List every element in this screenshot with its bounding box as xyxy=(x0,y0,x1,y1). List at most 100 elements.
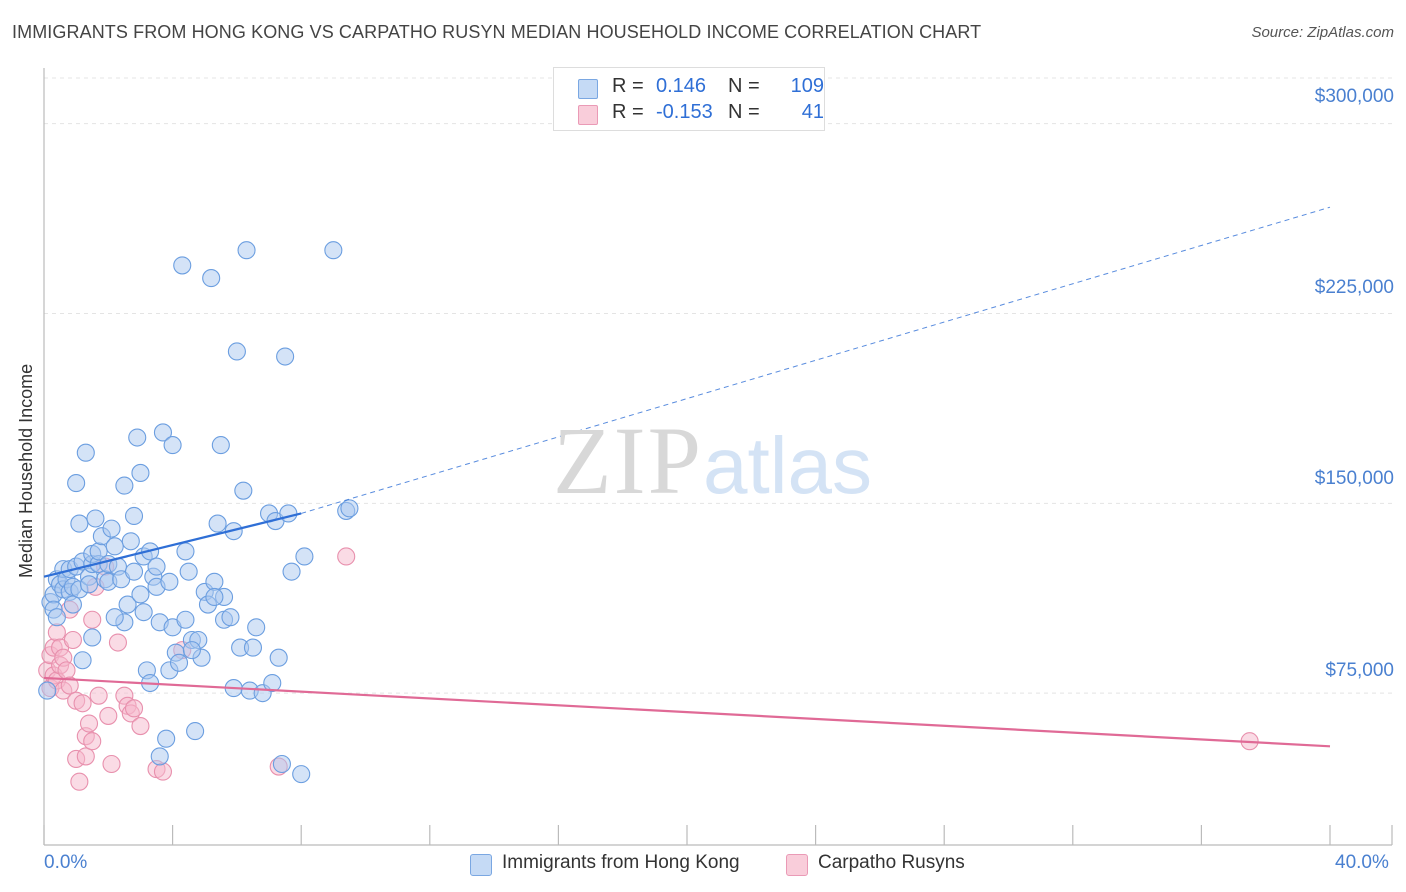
data-point-hong-kong xyxy=(147,557,166,576)
data-point-hong-kong xyxy=(263,673,282,693)
gridlines xyxy=(44,77,1392,694)
x-tick-label-min: 0.0% xyxy=(44,852,88,873)
source-label: Source: ZipAtlas.com xyxy=(1251,24,1394,41)
data-point-carpatho-rusyns xyxy=(131,716,150,736)
data-point-hong-kong xyxy=(279,504,298,523)
data-point-hong-kong xyxy=(86,509,105,528)
data-point-carpatho-rusyns xyxy=(83,732,102,751)
data-point-carpatho-rusyns xyxy=(124,699,144,718)
data-point-hong-kong xyxy=(131,463,150,483)
data-point-hong-kong xyxy=(67,474,86,493)
legend-r-label: R = xyxy=(612,101,644,123)
zipatlas-watermark: ZIPatlas xyxy=(553,405,872,516)
data-point-carpatho-rusyns xyxy=(89,686,108,705)
data-point-hong-kong xyxy=(128,428,147,447)
legend-item-carpatho-rusyns: Carpatho Rusyns xyxy=(786,852,965,876)
data-point-hong-kong xyxy=(163,436,182,455)
data-point-hong-kong xyxy=(176,542,195,561)
data-point-carpatho-rusyns xyxy=(83,610,102,629)
data-point-hong-kong xyxy=(131,585,150,604)
data-point-carpatho-rusyns xyxy=(70,772,89,791)
data-point-hong-kong xyxy=(124,562,144,581)
legend-label-hong-kong: Immigrants from Hong Kong xyxy=(502,852,740,873)
data-point-carpatho-rusyns xyxy=(108,633,127,652)
data-point-carpatho-rusyns xyxy=(79,714,99,733)
legend-r-label: R = xyxy=(612,75,644,97)
data-point-hong-kong xyxy=(243,638,263,657)
legend-r-value: -0.153 xyxy=(656,101,713,123)
data-point-carpatho-rusyns xyxy=(47,623,66,642)
trend-line-hong-kong xyxy=(43,512,302,578)
data-point-hong-kong xyxy=(47,608,66,627)
data-point-hong-kong xyxy=(73,651,92,670)
data-point-hong-kong xyxy=(208,514,227,533)
data-point-carpatho-rusyns xyxy=(337,547,356,566)
series-carpatho-rusyns xyxy=(38,547,1259,791)
trend-line-hong-kong-extension xyxy=(301,206,1331,514)
data-point-hong-kong xyxy=(176,610,195,629)
correlation-legend: R = 0.146 N = 109 R = -0.153 N = 41 xyxy=(553,67,825,131)
data-point-hong-kong xyxy=(173,256,192,275)
legend-r-value: 0.146 xyxy=(656,75,707,97)
data-point-hong-kong xyxy=(153,423,173,442)
chart-title: IMMIGRANTS FROM HONG KONG VS CARPATHO RU… xyxy=(12,22,982,42)
axes xyxy=(43,68,1393,846)
data-point-hong-kong xyxy=(205,587,224,607)
y-tick-label: $75,000 xyxy=(1325,660,1394,681)
data-point-hong-kong xyxy=(179,562,198,581)
data-point-hong-kong xyxy=(79,575,99,594)
data-point-hong-kong xyxy=(102,519,121,538)
legend-swatch-pink xyxy=(578,105,598,125)
data-point-carpatho-rusyns xyxy=(76,747,95,766)
legend-n-value: 109 xyxy=(790,75,824,97)
data-point-hong-kong xyxy=(234,481,253,500)
legend-swatch-blue xyxy=(470,854,492,876)
y-tick-label: $150,000 xyxy=(1314,468,1394,489)
x-tick-label-max: 40.0% xyxy=(1335,852,1389,873)
data-point-carpatho-rusyns xyxy=(102,754,121,774)
data-point-carpatho-rusyns xyxy=(73,694,92,713)
data-point-hong-kong xyxy=(272,754,291,774)
data-point-hong-kong xyxy=(276,347,295,366)
data-point-hong-kong xyxy=(160,572,179,591)
data-point-hong-kong xyxy=(237,241,256,260)
data-point-hong-kong xyxy=(115,476,134,495)
y-tick-label: $225,000 xyxy=(1314,277,1394,298)
data-point-carpatho-rusyns xyxy=(57,661,76,680)
data-point-carpatho-rusyns xyxy=(63,630,82,650)
data-point-hong-kong xyxy=(227,342,246,361)
data-point-hong-kong xyxy=(150,747,169,766)
data-point-hong-kong xyxy=(105,608,124,627)
legend-n-label: N = xyxy=(728,101,760,123)
trend-lines xyxy=(43,206,1331,748)
data-point-hong-kong xyxy=(186,722,205,741)
data-point-hong-kong xyxy=(282,562,301,581)
data-point-hong-kong xyxy=(134,603,153,622)
y-tick-label: $300,000 xyxy=(1314,86,1394,107)
data-point-hong-kong xyxy=(324,241,343,260)
y-axis-label: Median Household Income xyxy=(16,363,36,578)
watermark-zip: ZIP xyxy=(553,407,703,514)
data-point-hong-kong xyxy=(63,595,82,614)
legend-label-carpatho-rusyns: Carpatho Rusyns xyxy=(818,852,965,873)
data-point-hong-kong xyxy=(157,729,176,748)
data-point-hong-kong xyxy=(295,547,314,566)
trend-line-carpatho-rusyns xyxy=(43,676,1331,748)
data-point-hong-kong xyxy=(105,537,124,556)
data-point-hong-kong xyxy=(70,514,89,533)
data-point-hong-kong xyxy=(292,765,311,784)
data-point-hong-kong xyxy=(247,618,266,637)
data-point-hong-kong xyxy=(221,608,240,627)
watermark-atlas: atlas xyxy=(703,421,872,510)
data-point-carpatho-rusyns xyxy=(99,706,118,725)
data-point-hong-kong xyxy=(269,648,288,667)
data-point-hong-kong xyxy=(202,269,221,288)
data-point-hong-kong xyxy=(76,443,95,462)
data-point-hong-kong xyxy=(211,436,230,455)
legend-item-hong-kong: Immigrants from Hong Kong xyxy=(470,852,740,876)
data-point-hong-kong xyxy=(83,628,102,647)
legend-n-value: 41 xyxy=(801,101,824,123)
legend-n-label: N = xyxy=(728,75,760,97)
data-point-hong-kong xyxy=(38,681,57,700)
